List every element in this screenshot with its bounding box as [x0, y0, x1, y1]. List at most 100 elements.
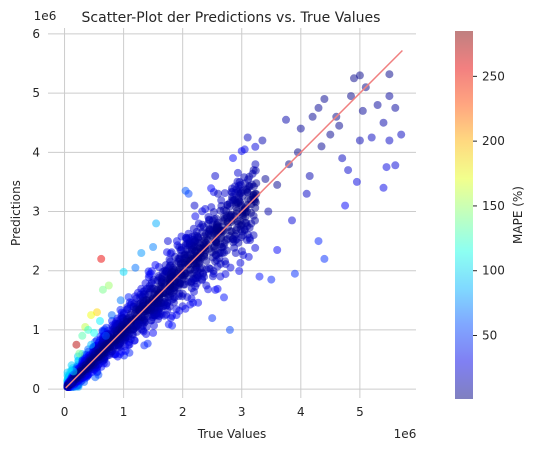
scatter-point [273, 246, 282, 254]
scatter-point [78, 331, 87, 340]
scatter-point [72, 340, 81, 349]
scatter-point [341, 201, 350, 210]
scatter-point [131, 263, 140, 272]
scatter-point [344, 166, 353, 175]
scatter-point [385, 136, 394, 145]
scatter-point [202, 281, 211, 290]
scatter-point [208, 314, 217, 323]
scatter-point [235, 267, 244, 275]
colorbar-tick-label: 100 [482, 264, 505, 278]
x-axis-label: True Values [197, 427, 267, 441]
scatter-point [314, 237, 323, 246]
scatter-point [125, 340, 134, 349]
scatter-point [211, 285, 220, 294]
scatter-point [220, 189, 229, 198]
scatter-point [305, 172, 314, 180]
y-tick-label: 6 [32, 27, 40, 41]
scatter-point [214, 189, 223, 198]
scatter-point [152, 219, 161, 228]
scatter-point [229, 154, 237, 163]
scatter-point [358, 106, 367, 115]
scatter-point [314, 103, 323, 112]
scatter-point [367, 133, 376, 142]
scatter-point [225, 325, 234, 334]
scatter-point [249, 231, 258, 240]
colorbar-tick-label: 50 [482, 329, 497, 343]
scatter-point [116, 296, 125, 305]
scatter-point [373, 101, 382, 109]
scatter-point [379, 118, 388, 127]
scatter-point [209, 208, 218, 217]
scatter-point [93, 308, 101, 317]
scatter-point [87, 311, 96, 320]
scatter-point [326, 130, 335, 139]
scatter-point [308, 112, 317, 121]
scatter-point [320, 254, 329, 263]
data-points [63, 70, 406, 391]
colorbar-tick-label: 200 [482, 134, 505, 148]
scatter-point [240, 145, 249, 154]
scatter-point [302, 189, 311, 198]
scatter-point [335, 121, 344, 130]
y-offset-label: 1e6 [34, 9, 57, 23]
scatter-point [189, 255, 198, 263]
scatter-point [261, 175, 270, 183]
scatter-point [231, 249, 240, 257]
y-axis-ticks: 0 1 2 3 4 5 6 [32, 27, 40, 396]
y-tick-label: 1 [32, 323, 40, 337]
y-tick-label: 0 [32, 382, 40, 396]
scatter-point [264, 207, 273, 216]
scatter-point [350, 74, 358, 83]
scatter-point [347, 92, 355, 101]
scatter-point [191, 212, 200, 221]
scatter-point [97, 254, 106, 263]
scatter-point [149, 328, 158, 337]
scatter-point [190, 201, 199, 210]
scatter-point [193, 266, 202, 275]
scatter-point [317, 142, 326, 151]
y-tick-label: 4 [32, 145, 40, 159]
scatter-point [69, 367, 78, 376]
x-tick-label: 0 [61, 405, 69, 419]
colorbar: 50 100 150 200 250 MAPE (%) [455, 31, 525, 399]
x-tick-label: 4 [297, 405, 305, 419]
scatter-point [385, 70, 394, 79]
scatter-point [236, 258, 245, 267]
x-offset-label: 1e6 [394, 427, 417, 441]
scatter-point [282, 115, 290, 124]
scatter-point [258, 136, 267, 145]
scatter-point [251, 243, 260, 252]
scatter-point [273, 180, 282, 189]
scatter-point [217, 196, 226, 205]
colorbar-gradient [455, 31, 473, 399]
scatter-point [288, 216, 296, 225]
scatter-point [98, 285, 107, 294]
scatter-point [90, 328, 99, 337]
scatter-point [355, 136, 364, 145]
scatter-point [397, 130, 406, 139]
scatter-point [355, 71, 364, 80]
plot-area [48, 28, 416, 398]
scatter-point [75, 349, 84, 358]
scatter-point [223, 213, 231, 222]
scatter-point [251, 142, 260, 151]
scatter-point [96, 317, 104, 325]
scatter-point [233, 168, 242, 177]
scatter-point [172, 305, 181, 314]
y-tick-label: 5 [32, 86, 40, 100]
scatter-point [290, 269, 299, 278]
scatter-point [249, 182, 258, 191]
x-tick-label: 1 [120, 405, 128, 419]
colorbar-ticks: 50 100 150 200 250 [473, 69, 505, 343]
y-tick-label: 2 [32, 264, 40, 278]
scatter-point [140, 341, 149, 350]
scatter-point [338, 154, 347, 163]
scatter-point [391, 161, 400, 170]
scatter-point [296, 124, 305, 133]
scatter-point [249, 194, 258, 203]
scatter-point [184, 189, 193, 198]
scatter-point [243, 188, 252, 197]
colorbar-tick-label: 250 [482, 69, 505, 83]
chart-title: Scatter-Plot der Predictions vs. True Va… [82, 10, 381, 26]
scatter-point [238, 247, 246, 256]
